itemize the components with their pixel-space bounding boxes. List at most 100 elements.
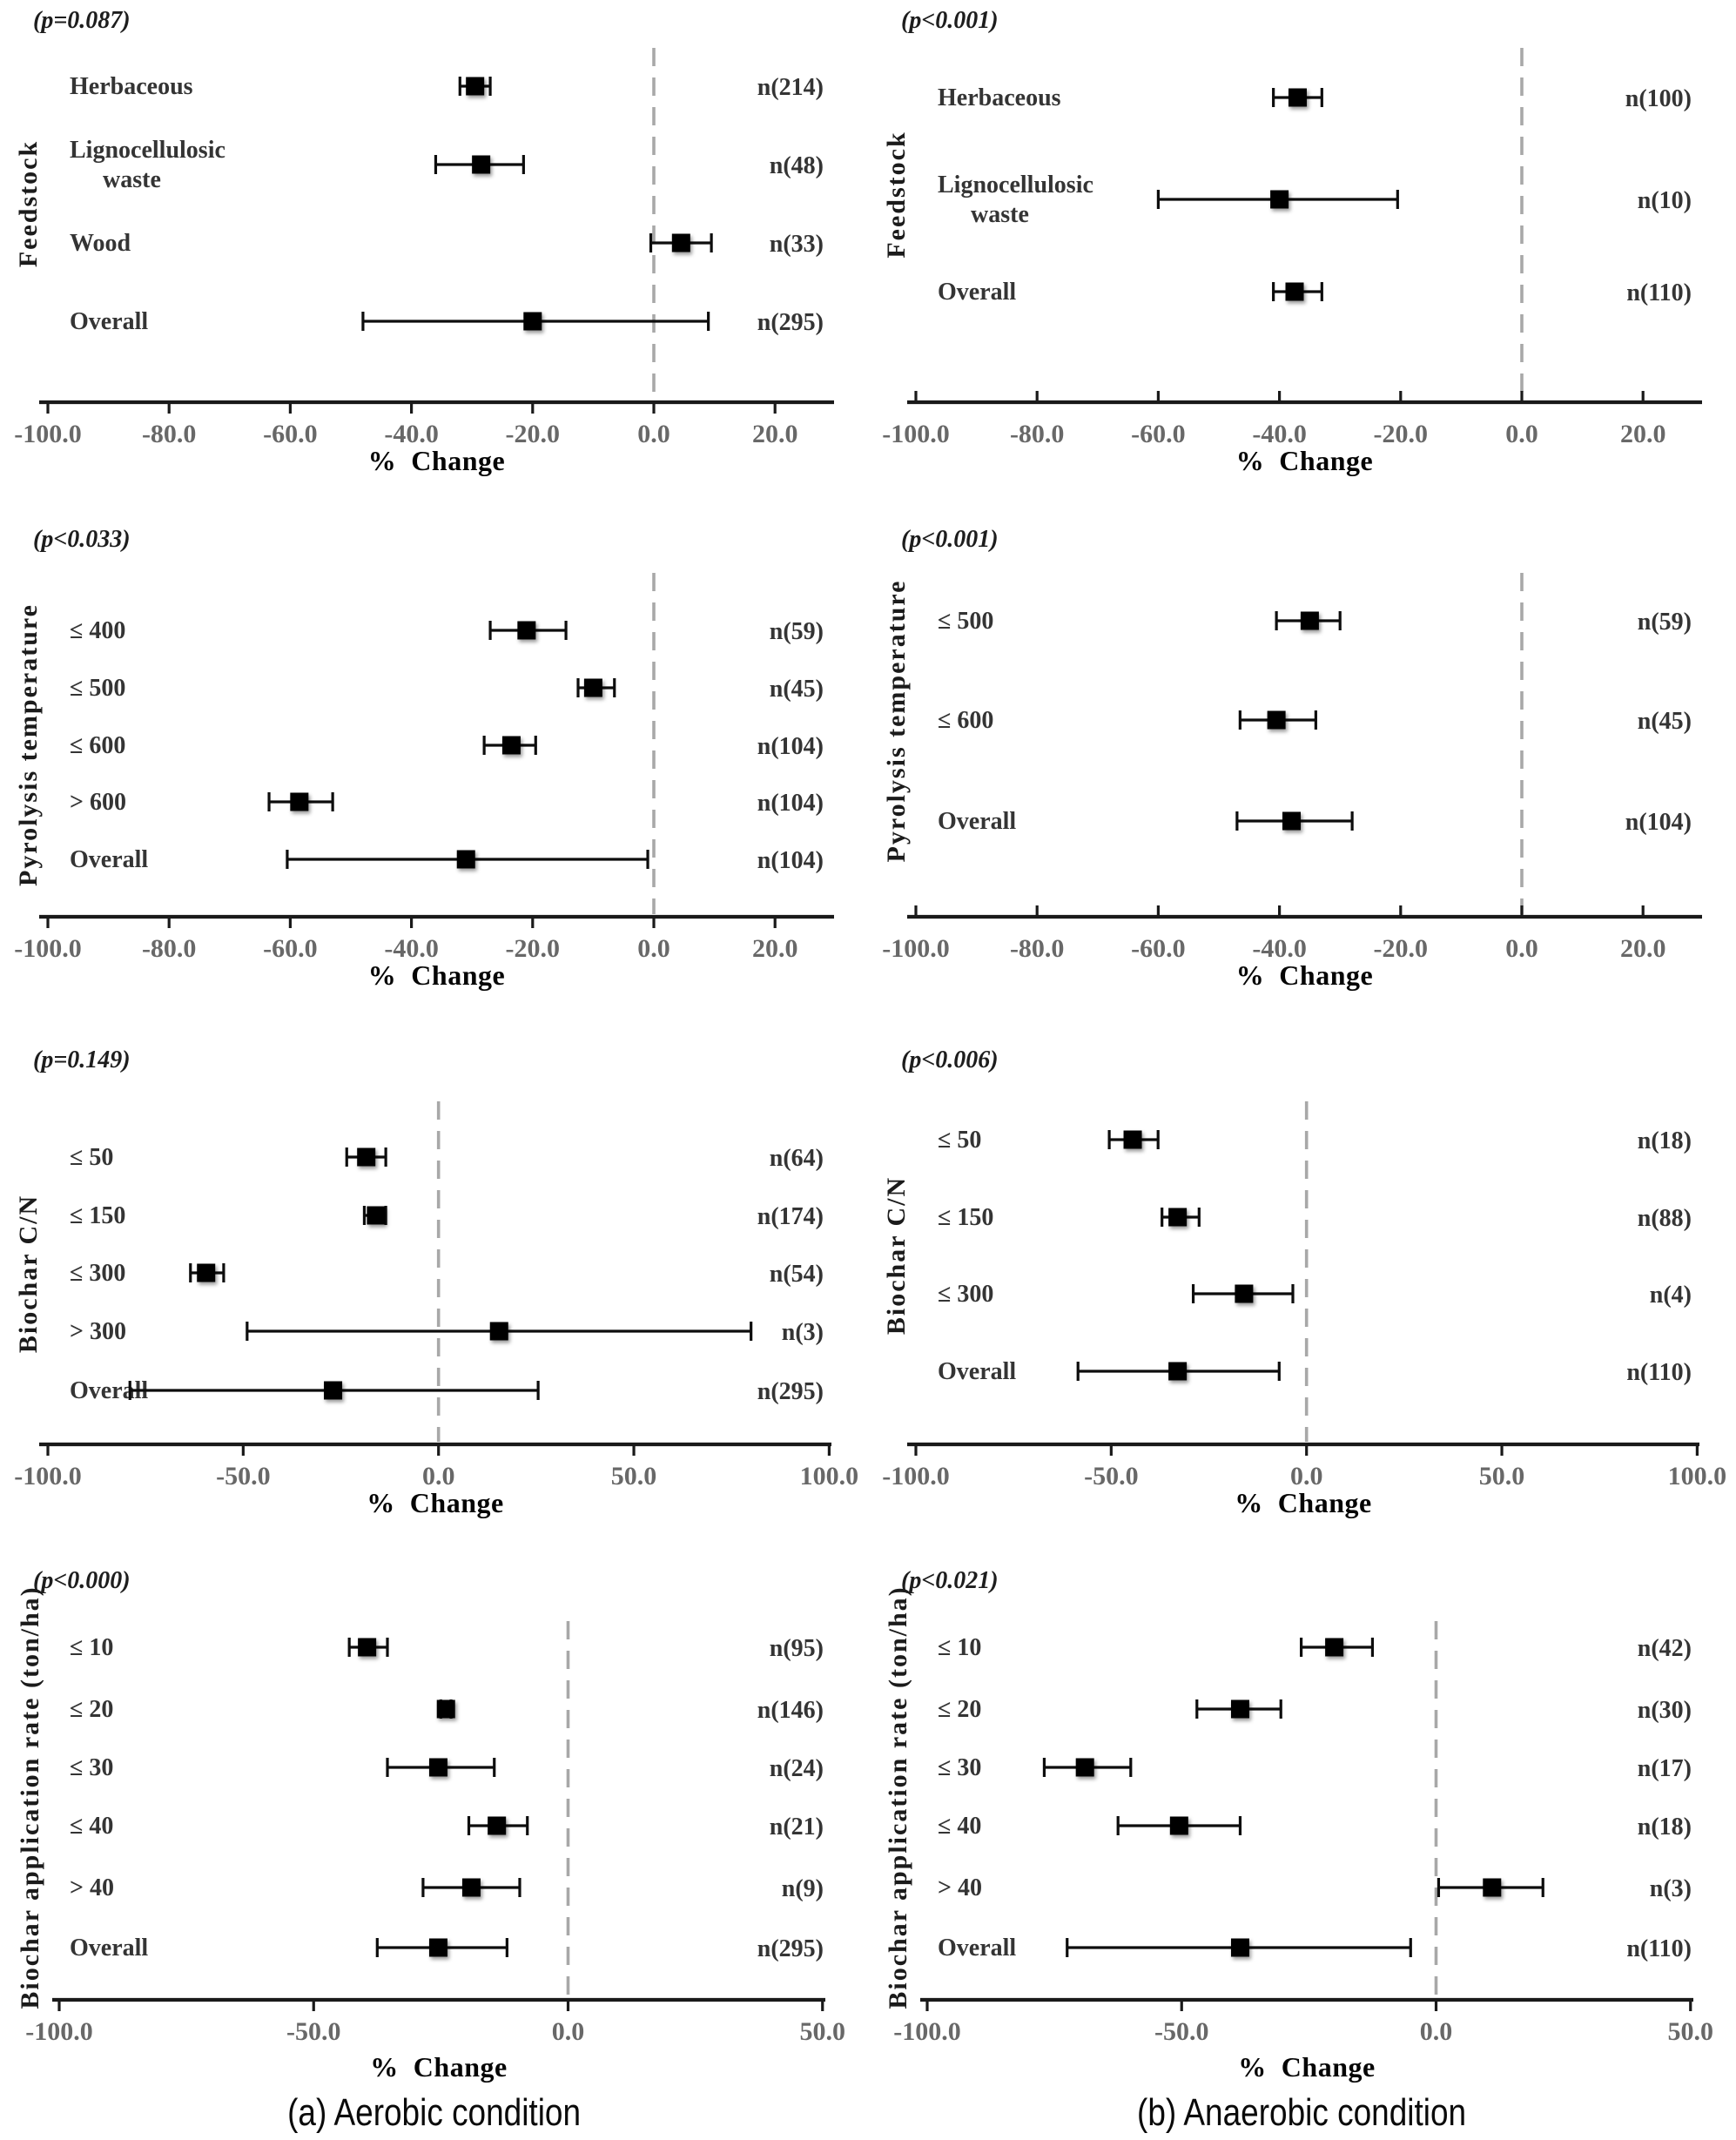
category-label: ≤ 150: [70, 1202, 125, 1229]
x-axis-tick-label: -40.0: [384, 934, 439, 963]
x-axis-tick-label: -80.0: [1010, 420, 1065, 448]
data-point-marker: [517, 621, 536, 640]
x-axis-tick-label: 0.0: [1420, 2017, 1453, 2046]
sample-size-label: n(42): [1638, 1635, 1692, 1662]
category-label: ≤ 300: [70, 1260, 125, 1287]
category-label: ≤ 30: [70, 1754, 113, 1781]
category-label: ≤ 10: [938, 1634, 981, 1661]
p-value-label: (p<0.033): [33, 526, 131, 553]
category-label-line2: waste: [971, 201, 1029, 228]
x-axis-tick-label: 0.0: [637, 934, 670, 963]
x-axis-title: % Change: [367, 1487, 503, 1518]
data-point-marker: [1230, 1699, 1249, 1719]
category-label: ≤ 500: [938, 608, 993, 635]
sample-size-label: n(174): [757, 1203, 824, 1230]
y-axis-group-label: Biochar application rate (ton/ha): [16, 1585, 44, 2009]
x-axis-tick-label: 0.0: [552, 2017, 585, 2046]
data-point-marker: [1270, 190, 1289, 209]
x-axis-tick-label: 0.0: [1290, 1462, 1323, 1491]
x-axis-tick-label: -20.0: [1374, 420, 1429, 448]
panel-aerobic-biochar-cn: (p=0.149) Biochar C/N ≤ 50 n(64) ≤ 150 n(174)…: [14, 1046, 858, 1518]
x-axis-tick-label: -100.0: [893, 2017, 961, 2046]
category-label: Overall: [938, 1358, 1016, 1385]
y-axis-group-label: Feedstock: [882, 131, 911, 258]
x-axis-tick-label: 0.0: [1505, 420, 1538, 448]
sample-size-label: n(295): [757, 1935, 824, 1962]
x-axis-tick-label: 100.0: [1668, 1462, 1727, 1491]
data-point-marker: [197, 1263, 216, 1282]
x-axis-tick-label: -60.0: [1131, 934, 1186, 963]
panel-aerobic-pyrolysis-temperature: (p<0.033) Pyrolysis temperature ≤ 400 n(59)…: [14, 526, 834, 991]
category-label: ≤ 40: [938, 1813, 981, 1840]
x-axis-title: % Change: [1236, 959, 1373, 991]
sample-size-label: n(104): [1625, 809, 1692, 836]
sample-size-label: n(18): [1638, 1814, 1692, 1841]
caption-anaerobic-condition: (b) Anaerobic condition: [1137, 2091, 1467, 2134]
category-label: ≤ 50: [938, 1127, 981, 1154]
data-point-marker: [472, 155, 491, 174]
x-axis-tick-label: -100.0: [882, 420, 950, 448]
category-label: ≤ 20: [938, 1696, 981, 1723]
x-axis-tick-label: -100.0: [14, 1462, 82, 1491]
x-axis-tick-label: -20.0: [506, 934, 561, 963]
p-value-label: (p<0.001): [901, 526, 999, 553]
x-axis-tick-label: 50.0: [800, 2017, 846, 2046]
x-axis-tick-label: -40.0: [1252, 934, 1307, 963]
data-point-marker: [466, 77, 485, 96]
x-axis-tick-label: 20.0: [1620, 420, 1666, 448]
x-axis-tick-label: -50.0: [1154, 2017, 1209, 2046]
data-point-marker: [428, 1758, 447, 1777]
x-axis-tick-label: -50.0: [286, 2017, 341, 2046]
data-point-marker: [1300, 611, 1319, 630]
data-point-marker: [461, 1878, 481, 1897]
x-axis-tick-label: -60.0: [1131, 420, 1186, 448]
panel-cell-1: (p<0.001) Feedstock Herbaceous n(100) Lignoc…: [868, 0, 1736, 505]
sample-size-label: n(295): [757, 1378, 824, 1405]
y-axis-group-label: Biochar application rate (ton/ha): [884, 1585, 912, 2009]
data-point-marker: [436, 1699, 455, 1719]
data-point-marker: [1075, 1758, 1094, 1777]
category-label: > 300: [70, 1318, 126, 1345]
sample-size-label: n(54): [770, 1261, 824, 1288]
sample-size-label: n(33): [770, 231, 824, 258]
panel-cell-7: (p<0.021) Biochar application rate (ton/h…: [868, 1515, 1736, 2090]
p-value-label: (p=0.149): [33, 1046, 131, 1073]
x-axis-title: % Change: [1235, 1487, 1371, 1518]
category-label: ≤ 50: [70, 1144, 113, 1171]
category-label: > 40: [70, 1874, 114, 1901]
data-point-marker: [1123, 1130, 1142, 1149]
data-point-marker: [1282, 811, 1302, 831]
sample-size-label: n(104): [757, 733, 824, 760]
sample-size-label: n(30): [1638, 1697, 1692, 1724]
p-value-label: (p<0.021): [901, 1567, 999, 1594]
category-label: Overall: [70, 846, 148, 873]
x-axis-tick-label: 20.0: [752, 420, 798, 448]
x-axis-tick-label: -60.0: [263, 420, 318, 448]
sample-size-label: n(24): [770, 1755, 824, 1782]
category-label: Herbaceous: [938, 84, 1061, 111]
sample-size-label: n(18): [1638, 1127, 1692, 1154]
data-point-marker: [456, 850, 475, 869]
x-axis-tick-label: -20.0: [506, 420, 561, 448]
x-axis-tick-label: -100.0: [882, 934, 950, 963]
category-label: Wood: [70, 230, 131, 257]
panel-anaerobic-biochar-cn: (p<0.006) Biochar C/N ≤ 50 n(18) ≤ 150 n(88) ≤…: [882, 1046, 1727, 1518]
y-axis-group-label: Biochar C/N: [14, 1194, 43, 1353]
panel-anaerobic-application-rate: (p<0.021)Biochar application rate (ton/h…: [884, 1567, 1713, 2083]
sample-size-label: n(45): [770, 676, 824, 703]
panel-cell-5: (p<0.006) Biochar C/N ≤ 50 n(18) ≤ 150 n(88) ≤…: [868, 1010, 1736, 1518]
panel-anaerobic-pyrolysis-temperature: (p<0.001) Pyrolysis temperature ≤ 500 n(59)…: [882, 526, 1702, 991]
sample-size-label: n(59): [1638, 609, 1692, 636]
data-point-marker: [358, 1638, 377, 1657]
data-point-marker: [1169, 1816, 1188, 1835]
sample-size-label: n(17): [1638, 1755, 1692, 1782]
data-point-marker: [1483, 1878, 1502, 1897]
data-point-marker: [583, 678, 602, 697]
data-point-marker: [1230, 1938, 1249, 1957]
panel-anaerobic-feedstock: (p<0.001) Feedstock Herbaceous n(100) Lignoc…: [882, 7, 1702, 476]
x-axis-tick-label: -80.0: [1010, 934, 1065, 963]
x-axis-title: % Change: [1236, 445, 1373, 476]
sample-size-label: n(48): [770, 152, 824, 179]
x-axis-tick-label: -40.0: [1252, 420, 1307, 448]
